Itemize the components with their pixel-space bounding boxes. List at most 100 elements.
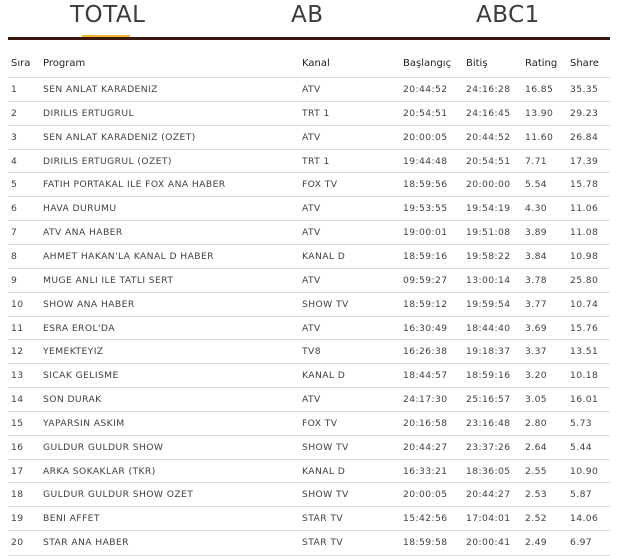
rank-cell: 17 — [11, 465, 24, 477]
channel-cell: STAR TV — [302, 513, 344, 525]
start-time-cell: 16:30:49 — [403, 322, 448, 334]
share-cell: 10.90 — [570, 465, 599, 477]
rank-cell: 8 — [11, 250, 18, 262]
table-row: 7 ATV ANA HABER ATV 19:00:01 19:51:08 3.89 11.… — [8, 220, 610, 245]
program-cell: SEN ANLAT KARADENIZ — [43, 84, 158, 95]
column-header-sira: Sıra — [11, 58, 31, 69]
column-header-baslangic: Başlangıç — [403, 58, 452, 69]
program-cell: YAPARSIN ASKIM — [43, 417, 125, 429]
program-cell: GULDUR GULDUR SHOW OZET — [43, 489, 194, 501]
start-time-cell: 18:59:16 — [403, 250, 448, 262]
end-time-cell: 17:04:01 — [466, 513, 511, 525]
rating-cell: 2.52 — [525, 513, 548, 525]
table-row: 18 GULDUR GULDUR SHOW OZET SHOW TV 20:00:05… — [8, 482, 610, 507]
program-cell: DIRILIS ERTUGRUL (OZET) — [43, 155, 172, 167]
start-time-cell: 20:44:52 — [403, 84, 448, 95]
end-time-cell: 18:44:40 — [466, 322, 511, 334]
table-row: 16 GULDUR GULDUR SHOW SHOW TV 20:44:27 23:37… — [8, 434, 610, 460]
end-time-cell: 24:16:28 — [466, 84, 511, 95]
channel-cell: KANAL D — [302, 250, 346, 262]
table-row: 13 SICAK GELISME KANAL D 18:44:57 18:59:16 3.… — [8, 363, 610, 388]
program-cell: FATIH PORTAKAL ILE FOX ANA HABER — [43, 179, 226, 191]
header-divider — [8, 37, 610, 40]
rank-cell: 11 — [11, 322, 24, 334]
program-cell: SHOW ANA HABER — [43, 298, 135, 310]
channel-cell: ATV — [302, 227, 321, 239]
rank-cell: 9 — [11, 274, 18, 286]
channel-cell: ATV — [302, 84, 321, 95]
program-cell: ATV ANA HABER — [43, 227, 123, 239]
channel-cell: TV8 — [302, 346, 321, 358]
end-time-cell: 20:00:41 — [466, 537, 511, 549]
end-time-cell: 24:16:45 — [466, 107, 511, 119]
channel-cell: KANAL D — [302, 465, 346, 477]
rating-cell: 3.78 — [525, 274, 548, 286]
start-time-cell: 18:59:12 — [403, 298, 448, 310]
share-cell: 11.08 — [570, 227, 599, 239]
share-cell: 16.01 — [570, 394, 599, 406]
start-time-cell: 19:53:55 — [403, 203, 448, 215]
table-row: 15 YAPARSIN ASKIM FOX TV 20:16:58 23:16:48 2.… — [8, 410, 610, 436]
end-time-cell: 19:54:19 — [466, 203, 511, 215]
rating-cell: 3.69 — [525, 322, 548, 334]
program-cell: SON DURAK — [43, 394, 102, 406]
program-cell: STAR ANA HABER — [43, 537, 129, 549]
program-cell: ESRA EROL'DA — [43, 322, 115, 334]
share-cell: 17.39 — [570, 155, 599, 167]
rating-cell: 3.89 — [525, 227, 548, 239]
end-time-cell: 20:44:27 — [466, 489, 511, 501]
channel-cell: STAR TV — [302, 537, 344, 549]
column-header-bitis: Bitiş — [466, 58, 488, 69]
share-cell: 26.84 — [570, 131, 599, 143]
channel-cell: FOX TV — [302, 417, 338, 429]
start-time-cell: 20:00:05 — [403, 131, 448, 143]
share-cell: 14.06 — [570, 513, 599, 525]
rating-cell: 4.30 — [525, 203, 548, 215]
rating-cell: 2.49 — [525, 537, 548, 549]
end-time-cell: 20:54:51 — [466, 155, 511, 167]
rating-cell: 3.20 — [525, 370, 548, 382]
rating-cell: 3.05 — [525, 394, 548, 406]
share-cell: 5.73 — [570, 417, 593, 429]
end-time-cell: 19:18:37 — [466, 346, 511, 358]
end-time-cell: 23:37:26 — [466, 441, 511, 453]
table-row: 11 ESRA EROL'DA ATV 16:30:49 18:44:40 3.69 15.… — [8, 315, 610, 341]
table-header: Sıra Program Kanal Başlangıç Bitiş Ratin… — [8, 58, 610, 78]
end-time-cell: 18:36:05 — [466, 465, 511, 477]
rank-cell: 7 — [11, 227, 18, 239]
program-cell: GULDUR GULDUR SHOW — [43, 441, 164, 453]
rating-cell: 2.64 — [525, 441, 548, 453]
tab-total[interactable]: TOTAL — [70, 2, 146, 28]
channel-cell: KANAL D — [302, 370, 346, 382]
table-row: 10 SHOW ANA HABER SHOW TV 18:59:12 19:59:54 3… — [8, 291, 610, 317]
tab-ab[interactable]: AB — [291, 2, 324, 28]
channel-cell: ATV — [302, 203, 321, 215]
rank-cell: 2 — [11, 107, 18, 119]
channel-cell: SHOW TV — [302, 489, 349, 501]
channel-cell: ATV — [302, 274, 321, 286]
end-time-cell: 19:59:54 — [466, 298, 511, 310]
column-header-program: Program — [43, 58, 86, 69]
channel-cell: ATV — [302, 131, 321, 143]
channel-cell: TRT 1 — [302, 155, 330, 167]
rating-tabs: TOTAL AB ABC1 — [0, 0, 640, 40]
rating-cell: 3.84 — [525, 250, 548, 262]
table-row: 12 YEMEKTEYIZ TV8 16:26:38 19:18:37 3.37 13.51 — [8, 339, 610, 364]
share-cell: 25.80 — [570, 274, 599, 286]
start-time-cell: 15:42:56 — [403, 513, 448, 525]
start-time-cell: 16:26:38 — [403, 346, 448, 358]
table-row: 19 BENI AFFET STAR TV 15:42:56 17:04:01 2.52 1… — [8, 506, 610, 531]
start-time-cell: 20:44:27 — [403, 441, 448, 453]
share-cell: 10.18 — [570, 370, 599, 382]
rank-cell: 3 — [11, 131, 18, 143]
program-cell: AHMET HAKAN'LA KANAL D HABER — [43, 250, 214, 262]
table-row: 3 SEN ANLAT KARADENIZ (OZET) ATV 20:00:05 20… — [8, 124, 610, 150]
column-header-kanal: Kanal — [302, 58, 330, 69]
share-cell: 15.76 — [570, 322, 599, 334]
rating-cell: 7.71 — [525, 155, 548, 167]
tab-abc1[interactable]: ABC1 — [476, 2, 540, 28]
share-cell: 10.98 — [570, 250, 599, 262]
rating-cell: 2.80 — [525, 417, 548, 429]
channel-cell: ATV — [302, 394, 321, 406]
rank-cell: 15 — [11, 417, 24, 429]
